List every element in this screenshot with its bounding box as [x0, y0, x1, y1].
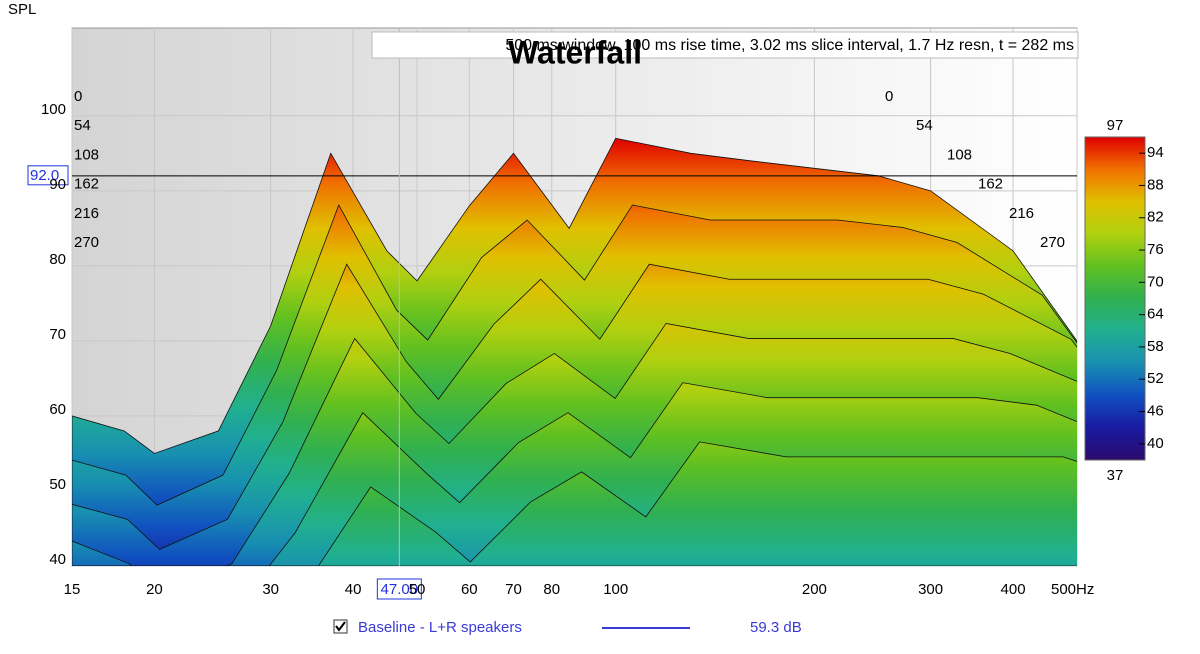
- colorbar-tick-label: 40: [1147, 435, 1164, 452]
- x-tick-label: 70: [505, 581, 522, 598]
- time-label-right: 0: [885, 88, 893, 105]
- x-tick-label: 400: [1001, 581, 1026, 598]
- surface: [72, 137, 1077, 566]
- waterfall-slice: [72, 441, 1077, 566]
- x-tick-label: 40: [345, 581, 362, 598]
- cursor-x-box: [376, 578, 422, 600]
- y-tick-label: 100: [41, 101, 66, 118]
- time-label-left: 162: [74, 176, 99, 193]
- x-tick-label: 20: [146, 581, 163, 598]
- y-tick-label: 70: [49, 326, 66, 343]
- time-label-left: 0: [74, 88, 82, 105]
- time-label-left: 108: [74, 146, 99, 163]
- x-tick-label: 15: [64, 581, 81, 598]
- y-tick-label: 60: [49, 401, 66, 418]
- cursor-y-label: 92.0: [30, 167, 59, 184]
- chart-title: Waterfall: [508, 34, 642, 70]
- time-label-right: 270: [1040, 234, 1065, 251]
- y-tick-label: 40: [49, 551, 66, 568]
- time-label-right: 108: [947, 146, 972, 163]
- x-tick-label: 300: [918, 581, 943, 598]
- colorbar-tick-label: 82: [1147, 209, 1164, 226]
- x-tick-label: 200: [802, 581, 827, 598]
- time-label-right: 162: [978, 176, 1003, 193]
- overlay: 0 0 54 54 108 108 162 162 216 216 270 270 92.0 47.00: [27, 28, 1077, 600]
- y-axis-label: SPL: [8, 1, 36, 18]
- colorbar-tick-label: 94: [1147, 144, 1164, 161]
- colorbar-tick-label: 58: [1147, 338, 1164, 355]
- cursor-y-box: [27, 165, 69, 186]
- time-label-right: 216: [1009, 205, 1034, 222]
- colorbar-tick-label: 88: [1147, 176, 1164, 193]
- time-label-left: 270: [74, 234, 99, 251]
- x-tick-label: 30: [262, 581, 279, 598]
- colorbar-tick-label: 76: [1147, 241, 1164, 258]
- x-tick-label: 100: [603, 581, 628, 598]
- time-label-right: 54: [916, 117, 933, 134]
- x-tick-label: 60: [461, 581, 478, 598]
- colorbar-max: 97: [1107, 117, 1124, 134]
- colorbar-tick-label: 52: [1147, 370, 1164, 387]
- colorbar-tick-label: 46: [1147, 403, 1164, 420]
- y-tick-label: 80: [49, 251, 66, 268]
- subtitle: 500 ms window, 100 ms rise time, 3.02 ms…: [505, 37, 1074, 54]
- y-tick-label: 90: [49, 176, 66, 193]
- x-tick-label: 50: [409, 581, 426, 598]
- colorbar-tick-label: 64: [1147, 306, 1164, 323]
- time-label-left: 216: [74, 205, 99, 222]
- colorbar: [1084, 136, 1146, 461]
- x-tick-label: 500Hz: [1051, 581, 1094, 598]
- legend-label: Baseline - L+R speakers: [358, 619, 522, 636]
- legend: Baseline - L+R speakers 59.3 dB: [333, 619, 802, 636]
- y-tick-label: 50: [49, 476, 66, 493]
- subtitle-box: [371, 31, 1079, 59]
- colorbar-min: 37: [1107, 467, 1124, 484]
- x-tick-label: 80: [543, 581, 560, 598]
- check-mark: [335, 621, 346, 632]
- legend-level: 59.3 dB: [750, 619, 802, 636]
- time-label-left: 54: [74, 117, 91, 134]
- colorbar-tick-label: 70: [1147, 273, 1164, 290]
- cursor-x-label: 47.00: [381, 581, 419, 598]
